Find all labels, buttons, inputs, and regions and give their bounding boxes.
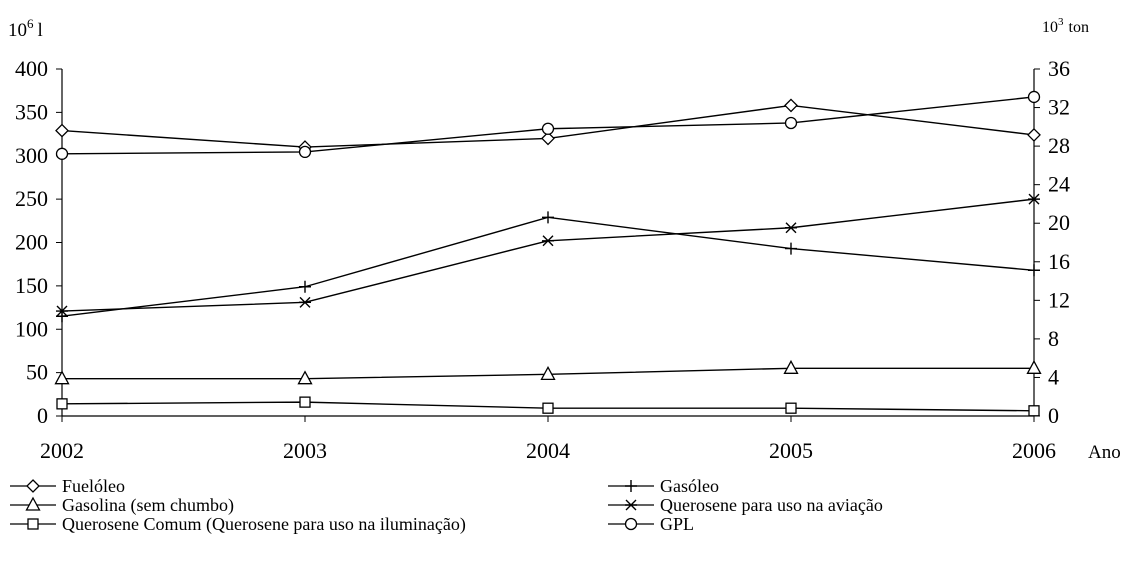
legend-item: Gasóleo bbox=[608, 476, 719, 496]
legend-item: Gasolina (sem chumbo) bbox=[10, 495, 234, 516]
legend-item: GPL bbox=[608, 514, 694, 534]
series-2-point bbox=[297, 370, 313, 385]
legend-label: Querosene Comum (Querosene para uso na i… bbox=[62, 514, 466, 535]
left-y-tick-label: 400 bbox=[15, 56, 48, 81]
legend-label: Fuelóleo bbox=[62, 476, 125, 496]
series-markers bbox=[54, 90, 1042, 417]
series-2-point bbox=[783, 359, 799, 374]
left-axis-unit-suffix: l bbox=[38, 20, 43, 41]
legend-label: Gasóleo bbox=[660, 476, 719, 496]
series-4-point bbox=[56, 398, 68, 410]
legend-marker bbox=[625, 499, 637, 511]
series-3-point bbox=[785, 222, 797, 234]
legend-label: Gasolina (sem chumbo) bbox=[62, 495, 234, 516]
left-axis-unit-exponent: 6 bbox=[27, 16, 34, 31]
series-4-point bbox=[1028, 405, 1040, 417]
left-y-tick-label: 300 bbox=[15, 143, 48, 168]
legend-marker bbox=[26, 479, 40, 493]
legend-marker bbox=[27, 518, 39, 530]
series-3-point bbox=[299, 296, 311, 308]
left-y-tick-label: 50 bbox=[26, 360, 48, 385]
series-1-point bbox=[542, 211, 554, 224]
series-4-point bbox=[299, 396, 311, 408]
legend-label: GPL bbox=[660, 514, 694, 534]
series-3-point bbox=[1028, 193, 1040, 205]
series-5-point bbox=[541, 122, 555, 135]
right-y-tick-label: 28 bbox=[1048, 133, 1070, 158]
legend-item: Fuelóleo bbox=[10, 476, 125, 496]
series-2-point bbox=[54, 370, 70, 385]
legend-item: Querosene Comum (Querosene para uso na i… bbox=[10, 514, 466, 535]
series-3-point bbox=[56, 305, 68, 317]
right-y-tick-label: 20 bbox=[1048, 210, 1070, 235]
series-4-point bbox=[542, 402, 554, 414]
series-4-point bbox=[785, 402, 797, 414]
legend-marker bbox=[624, 517, 638, 531]
series-5-point bbox=[55, 147, 69, 160]
x-tick-label: 2003 bbox=[283, 438, 327, 463]
left-y-tick-label: 150 bbox=[15, 273, 48, 298]
right-y-tick-label: 32 bbox=[1048, 95, 1070, 120]
left-y-tick-label: 200 bbox=[15, 230, 48, 255]
x-tick-label: 2006 bbox=[1012, 438, 1056, 463]
series-3-point bbox=[542, 235, 554, 247]
series-1-point bbox=[56, 310, 68, 323]
right-y-tick-label: 36 bbox=[1048, 56, 1070, 81]
legend-marker bbox=[625, 480, 637, 492]
left-y-tick-label: 350 bbox=[15, 99, 48, 124]
legend-marker bbox=[25, 496, 41, 511]
left-y-tick-label: 0 bbox=[37, 403, 48, 428]
axes: 0 50 100 150 200 250 300 350 400 0 4 8 12 16 20 24 28 32 3… bbox=[8, 16, 1121, 463]
right-axis-unit-base: 10 bbox=[1042, 19, 1058, 36]
right-axis-unit: 103 ton bbox=[1042, 16, 1089, 36]
left-axis-unit-base: 10 bbox=[8, 20, 27, 41]
series-1-point bbox=[785, 242, 797, 255]
right-y-tick-label: 16 bbox=[1048, 249, 1070, 274]
right-y-tick-label: 24 bbox=[1048, 172, 1070, 197]
series-5-point bbox=[298, 145, 312, 159]
series-2-point bbox=[540, 365, 556, 381]
legend-item: Querosene para uso na aviação bbox=[608, 495, 883, 515]
right-y-tick-label: 4 bbox=[1048, 364, 1059, 389]
series-0-point bbox=[541, 131, 555, 146]
series-0-point bbox=[55, 123, 69, 138]
legend-label: Querosene para uso na aviação bbox=[660, 495, 883, 515]
right-axis-unit-exponent: 3 bbox=[1058, 16, 1064, 28]
right-axis-unit-suffix: ton bbox=[1069, 19, 1089, 36]
right-y-tick-label: 8 bbox=[1048, 326, 1059, 351]
left-y-tick-label: 100 bbox=[15, 316, 48, 341]
series-1-point bbox=[299, 280, 311, 293]
x-tick-label: 2004 bbox=[526, 438, 570, 463]
left-y-tick-label: 250 bbox=[15, 186, 48, 211]
series-1-point bbox=[1028, 264, 1040, 277]
x-axis-title: Ano bbox=[1088, 442, 1121, 463]
right-y-tick-label: 0 bbox=[1048, 403, 1059, 428]
x-tick-label: 2002 bbox=[40, 438, 84, 463]
x-tick-label: 2005 bbox=[769, 438, 813, 463]
series-5-point bbox=[1027, 90, 1041, 104]
right-y-tick-label: 12 bbox=[1048, 287, 1070, 312]
series-5-point bbox=[784, 116, 798, 130]
series-2-point bbox=[1026, 359, 1042, 374]
series-0-point bbox=[784, 98, 798, 113]
left-axis-unit: 106 l bbox=[8, 16, 43, 41]
series-0-point bbox=[1027, 128, 1041, 142]
series-1-line bbox=[61, 216, 1035, 317]
